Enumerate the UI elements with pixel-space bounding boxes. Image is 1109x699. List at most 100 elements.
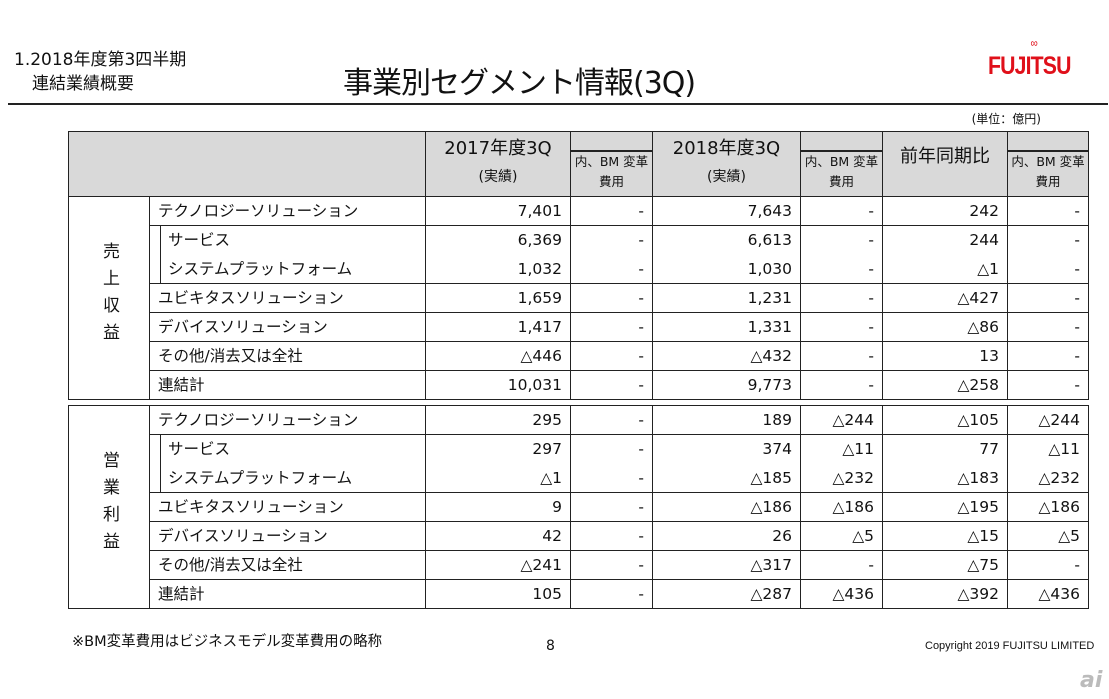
value-cell: 1,032 xyxy=(425,254,571,284)
value-cell: △392 xyxy=(882,579,1008,609)
bm-cost-cell: - xyxy=(800,341,883,371)
table-row: システムプラットフォーム 1,032-1,030- △1- xyxy=(69,253,1089,284)
unit-label: (単位：億円) xyxy=(971,112,1041,126)
value-cell: △105 xyxy=(882,405,1008,435)
value-cell: △258 xyxy=(882,370,1008,400)
table-row: その他/消去又は全社 △446- △432-13- xyxy=(69,341,1089,371)
watermark-logo: ai xyxy=(1080,668,1103,693)
value-cell: 1,417 xyxy=(425,312,571,342)
row-name: デバイスソリューション xyxy=(149,521,426,551)
value-cell: △241 xyxy=(425,550,571,580)
bm-cost-cell: - xyxy=(570,312,653,342)
value-cell: 6,369 xyxy=(425,225,571,255)
bm-cost-cell: - xyxy=(1007,283,1089,313)
bm-cost-cell: - xyxy=(570,370,653,400)
table-row: サービス 297-374 △11 77 △11 xyxy=(69,434,1089,465)
bm-cost-cell: △244 xyxy=(800,405,883,435)
table-row: デバイスソリューション 42-26 △5 △15 △5 xyxy=(69,521,1089,551)
row-name: デバイスソリューション xyxy=(149,312,426,342)
section-label-cell: 売上収益 xyxy=(68,196,150,400)
value-cell: △317 xyxy=(652,550,801,580)
table-row: ユビキタスソリューション 9- △186 △186 △195 △186 xyxy=(69,492,1089,522)
bm-cost-cell: - xyxy=(800,550,883,580)
value-cell: 77 xyxy=(882,434,1008,464)
header-yoy-bm: 内、BM 変革費用 xyxy=(1007,131,1089,197)
bm-cost-cell: △11 xyxy=(1007,434,1089,464)
bm-cost-cell: - xyxy=(570,550,653,580)
bm-cost-cell: - xyxy=(1007,312,1089,342)
bm-cost-cell: △244 xyxy=(1007,405,1089,435)
segment-table: 2017年度3Q (実績) 内、BM 変革費用 2018年度3Q (実績) 内、BM… xyxy=(68,131,1089,609)
page-number: 8 xyxy=(546,638,555,654)
row-name: テクノロジーソリューション xyxy=(149,196,426,226)
value-cell: 374 xyxy=(652,434,801,464)
bm-cost-cell: - xyxy=(1007,225,1089,255)
row-name: ユビキタスソリューション xyxy=(149,283,426,313)
value-cell: △75 xyxy=(882,550,1008,580)
table-row: その他/消去又は全社 △241- △317- △75- xyxy=(69,550,1089,580)
bm-cost-cell: - xyxy=(570,405,653,435)
value-cell: 242 xyxy=(882,196,1008,226)
row-name: 連結計 xyxy=(149,579,426,609)
section-label: 売上収益 xyxy=(99,242,119,350)
bm-cost-cell: - xyxy=(800,196,883,226)
bm-cost-cell: - xyxy=(570,463,653,493)
fujitsu-logo: FUJITSU ∞ xyxy=(988,36,1071,80)
row-name: サービス xyxy=(149,434,426,465)
table-row: 売上収益 テクノロジーソリューション 7,401-7,643-242- xyxy=(68,196,1089,400)
header-2018-bm: 内、BM 変革費用 xyxy=(800,131,883,197)
bm-cost-cell: △436 xyxy=(800,579,883,609)
table-row: 連結計 10,031-9,773- △258- xyxy=(69,370,1089,400)
table-row: 営業利益 テクノロジーソリューション 295-189 △244 △105 △244 xyxy=(68,405,1089,609)
bm-cost-cell: - xyxy=(1007,341,1089,371)
header-2017: 2017年度3Q (実績) xyxy=(425,131,571,197)
bm-cost-cell: - xyxy=(1007,370,1089,400)
row-name: テクノロジーソリューション xyxy=(149,405,426,435)
table-row: ユビキタスソリューション 1,659-1,231- △427- xyxy=(69,283,1089,313)
value-cell: 6,613 xyxy=(652,225,801,255)
value-cell: 26 xyxy=(652,521,801,551)
section-line-2: 連結業績概要 xyxy=(32,74,134,94)
value-cell: 189 xyxy=(652,405,801,435)
value-cell: 10,031 xyxy=(425,370,571,400)
table-row: 連結計 105- △287 △436 △392 △436 xyxy=(69,579,1089,609)
value-cell: 9,773 xyxy=(652,370,801,400)
bm-cost-cell: △5 xyxy=(1007,521,1089,551)
bm-cost-cell: - xyxy=(570,521,653,551)
value-cell: △15 xyxy=(882,521,1008,551)
copyright: Copyright 2019 FUJITSU LIMITED xyxy=(925,640,1095,652)
value-cell: 42 xyxy=(425,521,571,551)
value-cell: 105 xyxy=(425,579,571,609)
value-cell: 1,331 xyxy=(652,312,801,342)
table-row: サービス 6,369-6,613-244- xyxy=(69,225,1089,256)
page-title: 事業別セグメント情報(3Q) xyxy=(343,66,696,101)
bm-cost-cell: △11 xyxy=(800,434,883,464)
bm-cost-cell: - xyxy=(570,579,653,609)
value-cell: 295 xyxy=(425,405,571,435)
bm-cost-cell: - xyxy=(570,341,653,371)
bm-cost-cell: - xyxy=(800,225,883,255)
logo-text: FUJITSU xyxy=(988,52,1071,80)
value-cell: 7,643 xyxy=(652,196,801,226)
header-2018: 2018年度3Q (実績) xyxy=(652,131,801,197)
section-heading: 1.2018年度第3四半期 連結業績概要 xyxy=(14,48,186,96)
value-cell: △186 xyxy=(652,492,801,522)
bm-cost-cell: - xyxy=(800,254,883,284)
header-yoy: 前年同期比 xyxy=(882,131,1008,197)
section-line-1: 1.2018年度第3四半期 xyxy=(14,50,187,70)
bm-cost-cell: - xyxy=(570,254,653,284)
bm-cost-cell: - xyxy=(570,283,653,313)
row-name: サービス xyxy=(149,225,426,256)
bm-cost-cell: - xyxy=(570,225,653,255)
value-cell: △1 xyxy=(882,254,1008,284)
table-header-row: 2017年度3Q (実績) 内、BM 変革費用 2018年度3Q (実績) 内、BM… xyxy=(68,131,1089,197)
bm-cost-cell: - xyxy=(1007,254,1089,284)
row-name: システムプラットフォーム xyxy=(149,253,426,284)
value-cell: 244 xyxy=(882,225,1008,255)
value-cell: △185 xyxy=(652,463,801,493)
row-name: 連結計 xyxy=(149,370,426,400)
bm-cost-cell: △5 xyxy=(800,521,883,551)
infinity-icon: ∞ xyxy=(1030,36,1038,50)
value-cell: △195 xyxy=(882,492,1008,522)
value-cell: △432 xyxy=(652,341,801,371)
